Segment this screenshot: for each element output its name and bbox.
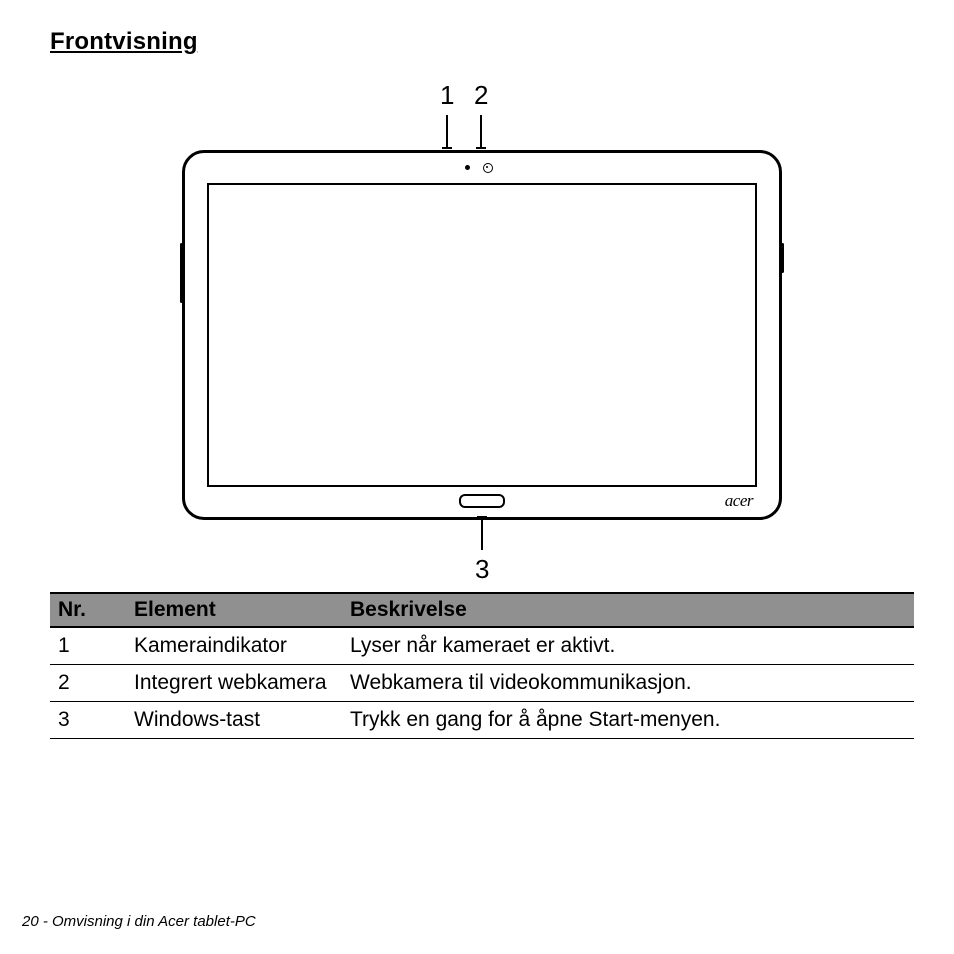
table-row: 2 Integrert webkamera Webkamera til vide… <box>50 665 914 702</box>
cell-elem: Windows-tast <box>126 702 342 739</box>
cell-desc: Lyser når kameraet er aktivt. <box>342 627 914 665</box>
side-button-left-icon <box>180 243 183 303</box>
table-header-row: Nr. Element Beskrivelse <box>50 593 914 627</box>
callout-1: 1 <box>440 80 454 149</box>
camera-indicator-icon <box>465 165 470 170</box>
callout-2: 2 <box>474 80 488 149</box>
section-heading: Frontvisning <box>50 28 914 56</box>
windows-key-icon <box>459 494 505 508</box>
screen-outline <box>207 183 757 487</box>
callout-3: 3 <box>475 516 489 585</box>
cell-elem: Integrert webkamera <box>126 665 342 702</box>
cell-nr: 2 <box>50 665 126 702</box>
callout-1-label: 1 <box>440 80 454 110</box>
webcam-icon <box>483 163 493 173</box>
cell-desc: Trykk en gang for å åpne Start-menyen. <box>342 702 914 739</box>
side-button-right-icon <box>781 243 784 273</box>
col-header-nr: Nr. <box>50 593 126 627</box>
col-header-desc: Beskrivelse <box>342 593 914 627</box>
front-view-diagram: 1 2 acer 3 <box>122 80 842 580</box>
brand-logo: acer <box>725 491 753 511</box>
callout-2-label: 2 <box>474 80 488 110</box>
cell-elem: Kameraindikator <box>126 627 342 665</box>
cell-nr: 3 <box>50 702 126 739</box>
tablet-outline: acer <box>182 150 782 520</box>
components-table: Nr. Element Beskrivelse 1 Kameraindikato… <box>50 592 914 739</box>
callout-3-label: 3 <box>475 554 489 584</box>
page-footer: 20 - Omvisning i din Acer tablet-PC <box>22 913 256 930</box>
table-row: 1 Kameraindikator Lyser når kameraet er … <box>50 627 914 665</box>
col-header-elem: Element <box>126 593 342 627</box>
cell-nr: 1 <box>50 627 126 665</box>
cell-desc: Webkamera til videokommunikasjon. <box>342 665 914 702</box>
table-row: 3 Windows-tast Trykk en gang for å åpne … <box>50 702 914 739</box>
